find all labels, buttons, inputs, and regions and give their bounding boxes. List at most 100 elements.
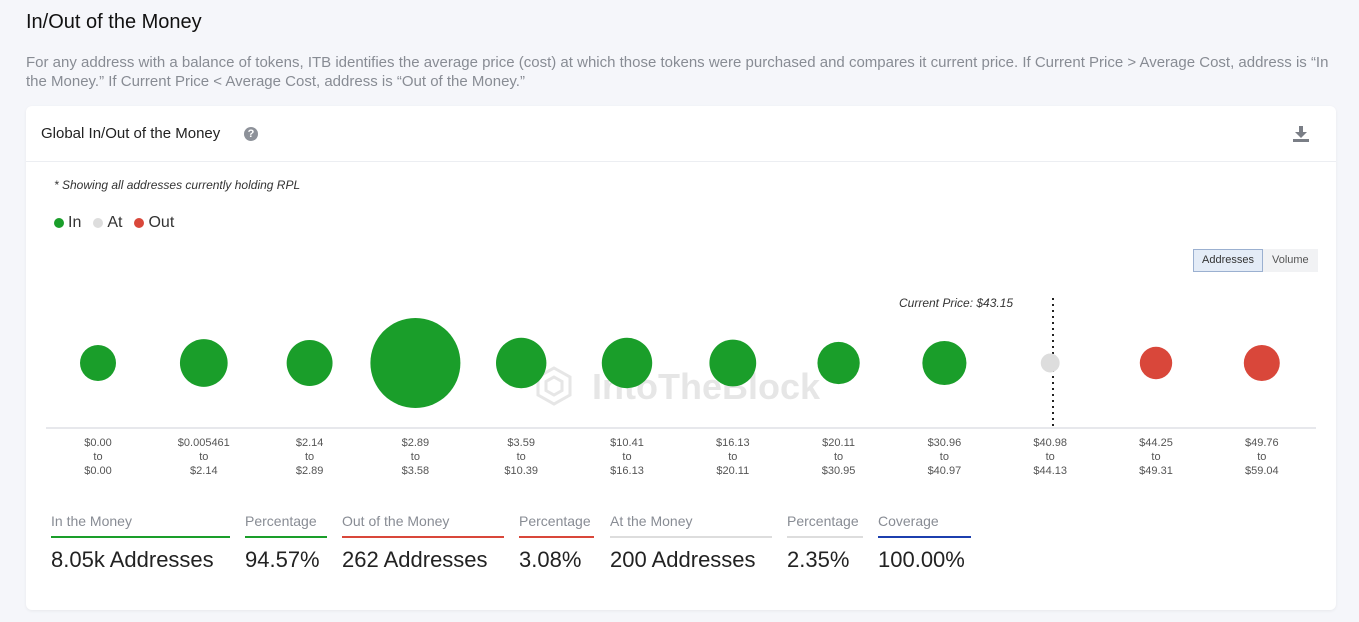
tick-label: $10.39 [504,465,538,477]
tick-label: $16.13 [716,437,750,449]
tick-label: $20.11 [822,437,855,449]
tick-label: $44.25 [1139,437,1173,449]
stat-out-of-the-money-2: Out of the Money 262 Addresses [342,513,504,573]
legend-item-in[interactable]: In [54,214,81,232]
bubble-in[interactable] [286,340,333,386]
tick-label: to [1046,451,1055,463]
stat-label: In the Money [51,513,132,529]
bubble-in[interactable] [80,345,116,381]
stat-value: 200 Addresses [610,547,756,572]
card-header: Global In/Out of the Money ? [26,106,1336,162]
tick-label: to [834,451,843,463]
tick-label: to [199,451,208,463]
legend-label-at: At [107,214,123,231]
stat-label: Percentage [787,513,859,529]
tick-label: to [411,451,420,463]
bubble-in[interactable] [370,318,461,408]
bubble-out[interactable] [1139,346,1173,380]
stat-percentage-5: Percentage 2.35% [787,513,863,573]
stat-in-the-money-0: In the Money 8.05k Addresses [51,513,230,573]
stat-coverage-6: Coverage 100.00% [878,513,971,573]
stat-label: Percentage [245,513,317,529]
tick-label: $2.14 [296,437,324,449]
watermark: IntoTheBlock [536,366,821,407]
stat-at-the-money-4: At the Money 200 Addresses [610,513,772,573]
bubble-chart: IntoTheBlock Current Price: $43.15 $0.00… [46,296,1316,477]
tick-label: $16.13 [610,465,644,477]
stat-underline [519,536,594,538]
card-title: Global In/Out of the Money [41,125,221,142]
bubble-in[interactable] [179,339,228,387]
legend-dot-in [54,218,64,228]
bubble-at[interactable] [1040,353,1060,373]
tick-label: to [93,451,102,463]
bubble-out[interactable] [1243,345,1280,381]
tick-label: $40.97 [928,465,962,477]
tick-label: $2.14 [190,465,218,477]
tick-label: to [517,451,526,463]
legend-dot-out [134,218,145,228]
chart-legend: In At Out [54,214,174,232]
legend-dot-at [93,218,104,228]
tick-label: to [728,451,737,463]
tick-label: $59.04 [1245,465,1279,477]
tick-label: $2.89 [402,437,430,449]
holdings-note: * Showing all addresses currently holdin… [54,178,301,192]
tick-label: $49.31 [1139,465,1173,477]
legend-item-at[interactable]: At [93,214,122,232]
stat-value: 262 Addresses [342,547,488,572]
stat-underline [878,536,971,538]
bubble-in[interactable] [709,339,757,387]
bubble-in[interactable] [496,337,547,389]
stat-value: 2.35% [787,547,850,572]
tick-label: $0.005461 [178,437,230,449]
legend-label-out: Out [148,214,175,231]
metric-toggle: Addresses Volume [1193,249,1318,272]
tick-label: to [1151,451,1160,463]
stat-label: Coverage [878,513,939,529]
chart-card: Global In/Out of the Money ? * Showing a… [26,106,1336,610]
tick-label: $3.59 [507,437,535,449]
stat-value: 8.05k Addresses [51,547,214,572]
stat-underline [245,536,327,538]
tick-label: $0.00 [84,465,112,477]
download-icon[interactable] [1291,124,1311,144]
tick-label: to [1257,451,1266,463]
stat-value: 3.08% [519,547,582,572]
stat-value: 94.57% [245,547,320,572]
tick-label: $2.89 [296,465,324,477]
stat-label: Percentage [519,513,591,529]
stat-percentage-1: Percentage 94.57% [245,513,327,573]
tick-label: to [622,451,631,463]
legend-label-in: In [68,214,82,231]
tick-label: $49.76 [1245,437,1279,449]
legend-item-out[interactable]: Out [134,214,174,232]
volume-toggle-button[interactable]: Volume [1262,249,1318,272]
stat-underline [787,536,863,538]
stat-underline [51,536,230,538]
page-description: For any address with a balance of tokens… [26,54,1329,90]
stat-value: 100.00% [878,547,965,572]
addresses-toggle-button[interactable]: Addresses [1193,249,1263,272]
stat-percentage-3: Percentage 3.08% [519,513,594,573]
stat-underline [610,536,772,538]
stat-label: Out of the Money [342,513,450,529]
bubble-in[interactable] [922,340,967,386]
page-title: In/Out of the Money [26,11,202,33]
stat-label: At the Money [610,513,693,529]
stat-underline [342,536,504,538]
bubble-in[interactable] [817,341,860,385]
tick-label: to [940,451,949,463]
tick-label: $0.00 [84,437,112,449]
tick-label: $44.13 [1033,465,1067,477]
bubble-in[interactable] [601,337,653,389]
tick-label: $40.98 [1033,437,1067,449]
tick-label: $30.96 [928,437,962,449]
tick-label: $20.11 [716,465,749,477]
tick-label: $30.95 [822,465,856,477]
current-price-label: Current Price: $43.15 [899,296,1013,310]
tick-label: $10.41 [610,437,644,449]
question-circle-icon[interactable]: ? [244,127,258,141]
tick-label: $3.58 [402,465,430,477]
tick-label: to [305,451,314,463]
